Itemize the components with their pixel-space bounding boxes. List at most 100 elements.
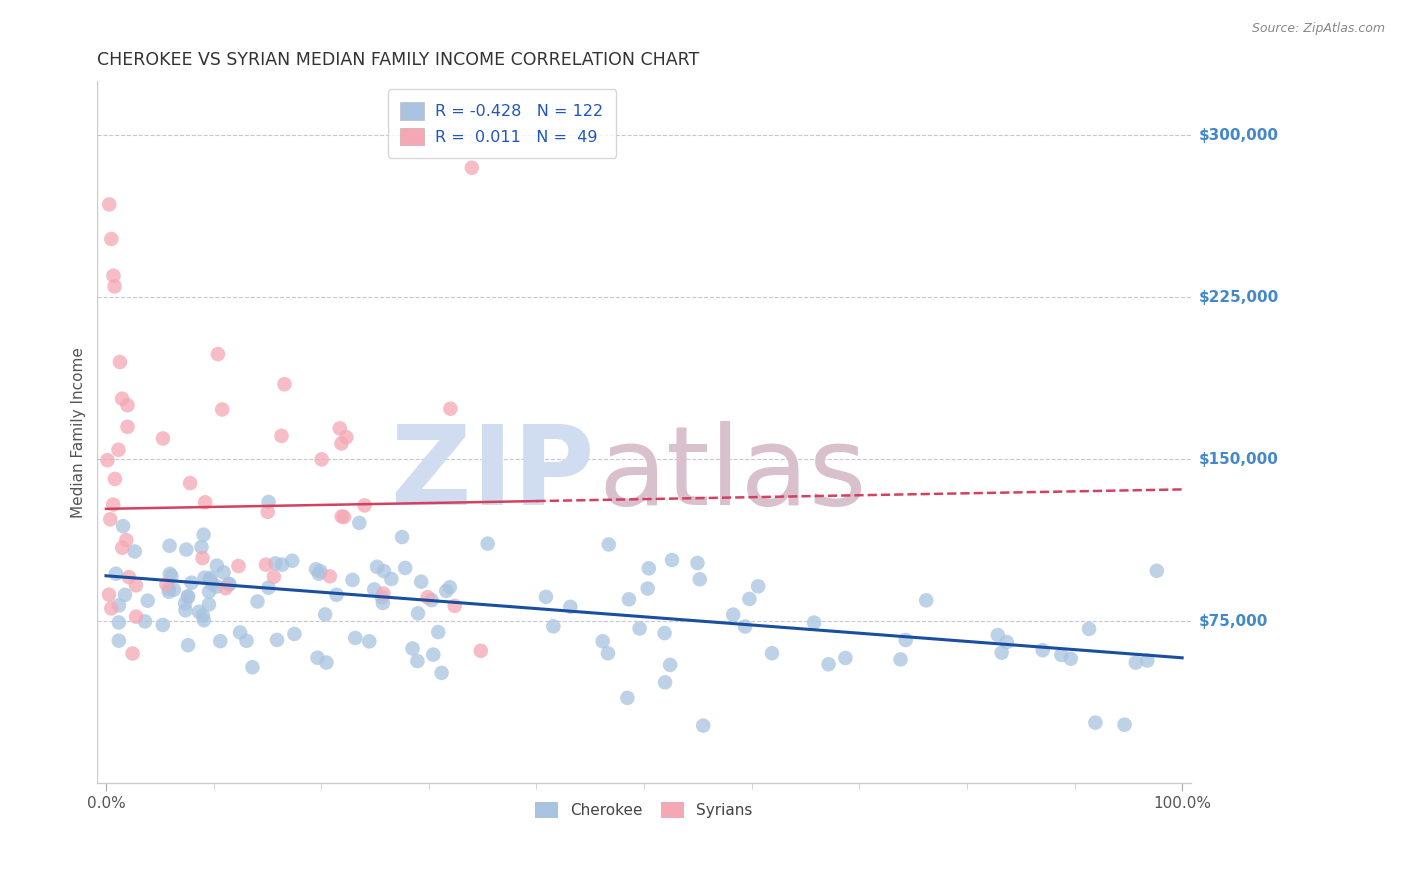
Point — [659, 657, 682, 672]
Point — [434, 583, 457, 598]
Point — [198, 584, 221, 599]
Point — [117, 419, 139, 434]
Point — [100, 601, 122, 615]
Point — [987, 628, 1010, 642]
Point — [543, 619, 565, 633]
Point — [254, 558, 277, 572]
Point — [1050, 648, 1073, 662]
Point — [349, 516, 371, 530]
Point — [661, 553, 683, 567]
Point — [721, 607, 744, 622]
Point — [1114, 717, 1136, 731]
Point — [198, 573, 221, 587]
Point — [194, 495, 217, 509]
Point — [125, 609, 148, 624]
Point — [229, 625, 252, 640]
Point — [157, 582, 180, 596]
Point — [211, 402, 233, 417]
Legend: Cherokee, Syrians: Cherokee, Syrians — [529, 796, 759, 824]
Point — [616, 690, 638, 705]
Point — [174, 603, 197, 617]
Point — [118, 570, 141, 584]
Point — [242, 660, 264, 674]
Point — [177, 590, 200, 604]
Point — [107, 442, 129, 457]
Point — [190, 540, 212, 554]
Point — [111, 392, 134, 406]
Point — [439, 580, 461, 594]
Point — [256, 505, 278, 519]
Point — [894, 632, 917, 647]
Point — [344, 631, 367, 645]
Point — [359, 634, 381, 648]
Point — [108, 355, 131, 369]
Point — [686, 556, 709, 570]
Point — [995, 635, 1018, 649]
Point — [157, 584, 180, 599]
Point — [107, 615, 129, 630]
Point — [205, 579, 228, 593]
Point — [108, 599, 131, 613]
Point — [319, 569, 342, 583]
Point — [1032, 643, 1054, 657]
Point — [422, 648, 444, 662]
Point — [333, 510, 356, 524]
Point — [218, 577, 240, 591]
Text: Source: ZipAtlas.com: Source: ZipAtlas.com — [1251, 22, 1385, 36]
Text: $150,000: $150,000 — [1198, 451, 1278, 467]
Point — [439, 401, 461, 416]
Point — [637, 561, 659, 575]
Point — [314, 607, 336, 622]
Point — [111, 541, 134, 555]
Text: $75,000: $75,000 — [1198, 614, 1268, 629]
Point — [264, 557, 287, 571]
Point — [115, 533, 138, 547]
Point — [257, 495, 280, 509]
Point — [180, 575, 202, 590]
Point — [738, 591, 761, 606]
Point — [207, 347, 229, 361]
Point — [353, 499, 375, 513]
Text: $225,000: $225,000 — [1198, 290, 1278, 305]
Point — [152, 618, 174, 632]
Point — [420, 593, 443, 607]
Point — [103, 279, 125, 293]
Point — [915, 593, 938, 607]
Point — [191, 551, 214, 566]
Point — [98, 588, 121, 602]
Point — [121, 647, 143, 661]
Point — [366, 559, 388, 574]
Point — [803, 615, 825, 630]
Point — [155, 577, 177, 591]
Point — [394, 561, 416, 575]
Point — [214, 581, 236, 595]
Point — [406, 654, 429, 668]
Point — [177, 590, 200, 604]
Point — [174, 596, 197, 610]
Point — [257, 581, 280, 595]
Point — [654, 675, 676, 690]
Point — [889, 652, 911, 666]
Point — [152, 432, 174, 446]
Point — [98, 197, 121, 211]
Point — [371, 596, 394, 610]
Point — [283, 627, 305, 641]
Point — [330, 436, 353, 450]
Point — [112, 519, 135, 533]
Point — [329, 421, 352, 435]
Point — [271, 558, 294, 572]
Point — [136, 593, 159, 607]
Point — [689, 572, 711, 586]
Point — [628, 622, 651, 636]
Point — [761, 646, 783, 660]
Point — [212, 566, 235, 580]
Point — [191, 608, 214, 623]
Point — [205, 558, 228, 573]
Point — [117, 398, 139, 412]
Point — [373, 586, 395, 600]
Point — [209, 634, 232, 648]
Point — [218, 576, 240, 591]
Point — [416, 591, 439, 605]
Point — [228, 559, 250, 574]
Point — [125, 578, 148, 592]
